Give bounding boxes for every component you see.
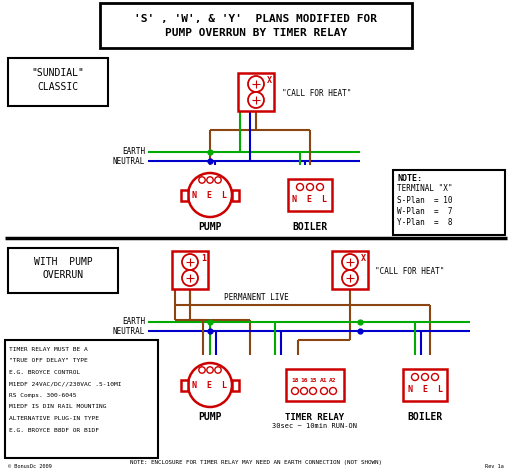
- Text: TERMINAL "X": TERMINAL "X": [397, 184, 453, 193]
- Bar: [100, 3, 412, 48]
- Text: S-Plan  = 10: S-Plan = 10: [397, 196, 453, 205]
- Circle shape: [188, 173, 232, 217]
- Text: NOTE: ENCLOSURE FOR TIMER RELAY MAY NEED AN EARTH CONNECTION (NOT SHOWN): NOTE: ENCLOSURE FOR TIMER RELAY MAY NEED…: [130, 460, 382, 465]
- Circle shape: [421, 374, 429, 380]
- Text: 18: 18: [291, 377, 298, 383]
- Text: OVERRUN: OVERRUN: [42, 270, 83, 280]
- Text: M1EDF IS DIN RAIL MOUNTING: M1EDF IS DIN RAIL MOUNTING: [9, 405, 106, 409]
- Text: NEUTRAL: NEUTRAL: [113, 327, 145, 336]
- Bar: [403, 369, 447, 401]
- Circle shape: [215, 177, 221, 183]
- Bar: [8, 248, 118, 293]
- Bar: [232, 189, 239, 200]
- Bar: [393, 170, 505, 235]
- Text: "TRUE OFF DELAY" TYPE: "TRUE OFF DELAY" TYPE: [9, 358, 88, 364]
- Bar: [286, 369, 344, 401]
- Text: 15: 15: [309, 377, 317, 383]
- Text: N  E  L: N E L: [193, 190, 227, 199]
- Circle shape: [296, 184, 304, 190]
- Circle shape: [342, 270, 358, 286]
- Text: E.G. BROYCE CONTROL: E.G. BROYCE CONTROL: [9, 370, 80, 375]
- Circle shape: [307, 184, 313, 190]
- Text: PUMP OVERRUN BY TIMER RELAY: PUMP OVERRUN BY TIMER RELAY: [165, 28, 347, 38]
- Text: A2: A2: [329, 377, 337, 383]
- Text: PERMANENT LIVE: PERMANENT LIVE: [224, 293, 288, 302]
- Bar: [181, 189, 188, 200]
- Text: CLASSIC: CLASSIC: [37, 82, 78, 92]
- Text: 30sec ~ 10min RUN-ON: 30sec ~ 10min RUN-ON: [272, 423, 357, 429]
- Circle shape: [182, 254, 198, 270]
- Text: Y-Plan  =  8: Y-Plan = 8: [397, 218, 453, 227]
- Circle shape: [207, 367, 213, 373]
- Text: E.G. BROYCE B8DF OR B1DF: E.G. BROYCE B8DF OR B1DF: [9, 427, 99, 433]
- Text: © BonusDc 2009: © BonusDc 2009: [8, 464, 52, 469]
- Text: PUMP: PUMP: [198, 222, 222, 232]
- Circle shape: [309, 387, 316, 395]
- Bar: [5, 340, 158, 458]
- Circle shape: [248, 76, 264, 92]
- Circle shape: [301, 387, 308, 395]
- Text: M1EDF 24VAC/DC//230VAC .5-10MI: M1EDF 24VAC/DC//230VAC .5-10MI: [9, 381, 121, 387]
- Circle shape: [316, 184, 324, 190]
- Circle shape: [199, 177, 205, 183]
- Bar: [8, 58, 108, 106]
- Circle shape: [199, 367, 205, 373]
- Text: N  E  L: N E L: [193, 380, 227, 389]
- Text: TIMER RELAY: TIMER RELAY: [285, 413, 345, 422]
- Bar: [238, 73, 274, 111]
- Bar: [172, 251, 208, 289]
- Circle shape: [248, 92, 264, 108]
- Circle shape: [207, 177, 213, 183]
- Text: W-Plan  =  7: W-Plan = 7: [397, 207, 453, 216]
- Text: PUMP: PUMP: [198, 412, 222, 422]
- Text: 'S' , 'W', & 'Y'  PLANS MODIFIED FOR: 'S' , 'W', & 'Y' PLANS MODIFIED FOR: [135, 14, 377, 24]
- Circle shape: [330, 387, 336, 395]
- Circle shape: [188, 363, 232, 407]
- Text: "CALL FOR HEAT": "CALL FOR HEAT": [282, 89, 351, 98]
- Text: RS Comps. 300-6045: RS Comps. 300-6045: [9, 393, 76, 398]
- Text: Rev 1a: Rev 1a: [485, 464, 504, 469]
- Bar: [332, 251, 368, 289]
- Bar: [288, 179, 332, 211]
- Text: EARTH: EARTH: [122, 148, 145, 157]
- Text: A1: A1: [320, 377, 328, 383]
- Text: BOILER: BOILER: [408, 412, 443, 422]
- Text: NEUTRAL: NEUTRAL: [113, 157, 145, 166]
- Text: X: X: [267, 76, 272, 85]
- Circle shape: [215, 367, 221, 373]
- Circle shape: [412, 374, 418, 380]
- Text: N  E  L: N E L: [292, 195, 328, 204]
- Circle shape: [291, 387, 298, 395]
- Text: NOTE:: NOTE:: [397, 174, 422, 183]
- Circle shape: [432, 374, 438, 380]
- Text: 16: 16: [300, 377, 308, 383]
- Text: BOILER: BOILER: [292, 222, 328, 232]
- Text: "CALL FOR HEAT": "CALL FOR HEAT": [375, 267, 444, 276]
- Text: WITH  PUMP: WITH PUMP: [34, 257, 92, 267]
- Text: ALTERNATIVE PLUG-IN TYPE: ALTERNATIVE PLUG-IN TYPE: [9, 416, 99, 421]
- Text: TIMER RELAY MUST BE A: TIMER RELAY MUST BE A: [9, 347, 88, 352]
- Text: EARTH: EARTH: [122, 317, 145, 327]
- Circle shape: [342, 254, 358, 270]
- Circle shape: [182, 270, 198, 286]
- Text: N  E  L: N E L: [408, 385, 442, 394]
- Text: X: X: [361, 254, 366, 263]
- Text: 1: 1: [201, 254, 206, 263]
- Bar: [181, 379, 188, 390]
- Bar: [232, 379, 239, 390]
- Text: "SUNDIAL": "SUNDIAL": [32, 68, 84, 78]
- Circle shape: [321, 387, 328, 395]
